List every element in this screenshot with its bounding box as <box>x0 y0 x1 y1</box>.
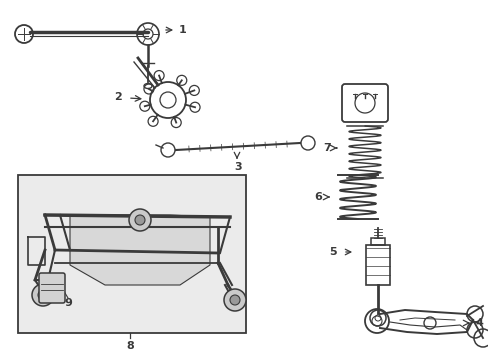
Polygon shape <box>70 215 209 285</box>
Bar <box>365 245 389 285</box>
Text: 9: 9 <box>64 298 72 308</box>
Circle shape <box>32 284 54 306</box>
Bar <box>370 238 384 245</box>
Text: 1: 1 <box>179 25 186 35</box>
Text: 4: 4 <box>474 318 482 328</box>
Circle shape <box>135 215 145 225</box>
Circle shape <box>38 290 48 300</box>
Text: 6: 6 <box>313 192 321 202</box>
FancyBboxPatch shape <box>39 273 65 303</box>
Circle shape <box>229 295 240 305</box>
Circle shape <box>224 289 245 311</box>
Text: 2: 2 <box>114 92 122 102</box>
Text: 7: 7 <box>323 143 330 153</box>
Text: 5: 5 <box>328 247 336 257</box>
Text: 8: 8 <box>126 341 134 351</box>
Circle shape <box>129 209 151 231</box>
Text: 3: 3 <box>234 162 242 172</box>
Bar <box>18 175 245 333</box>
